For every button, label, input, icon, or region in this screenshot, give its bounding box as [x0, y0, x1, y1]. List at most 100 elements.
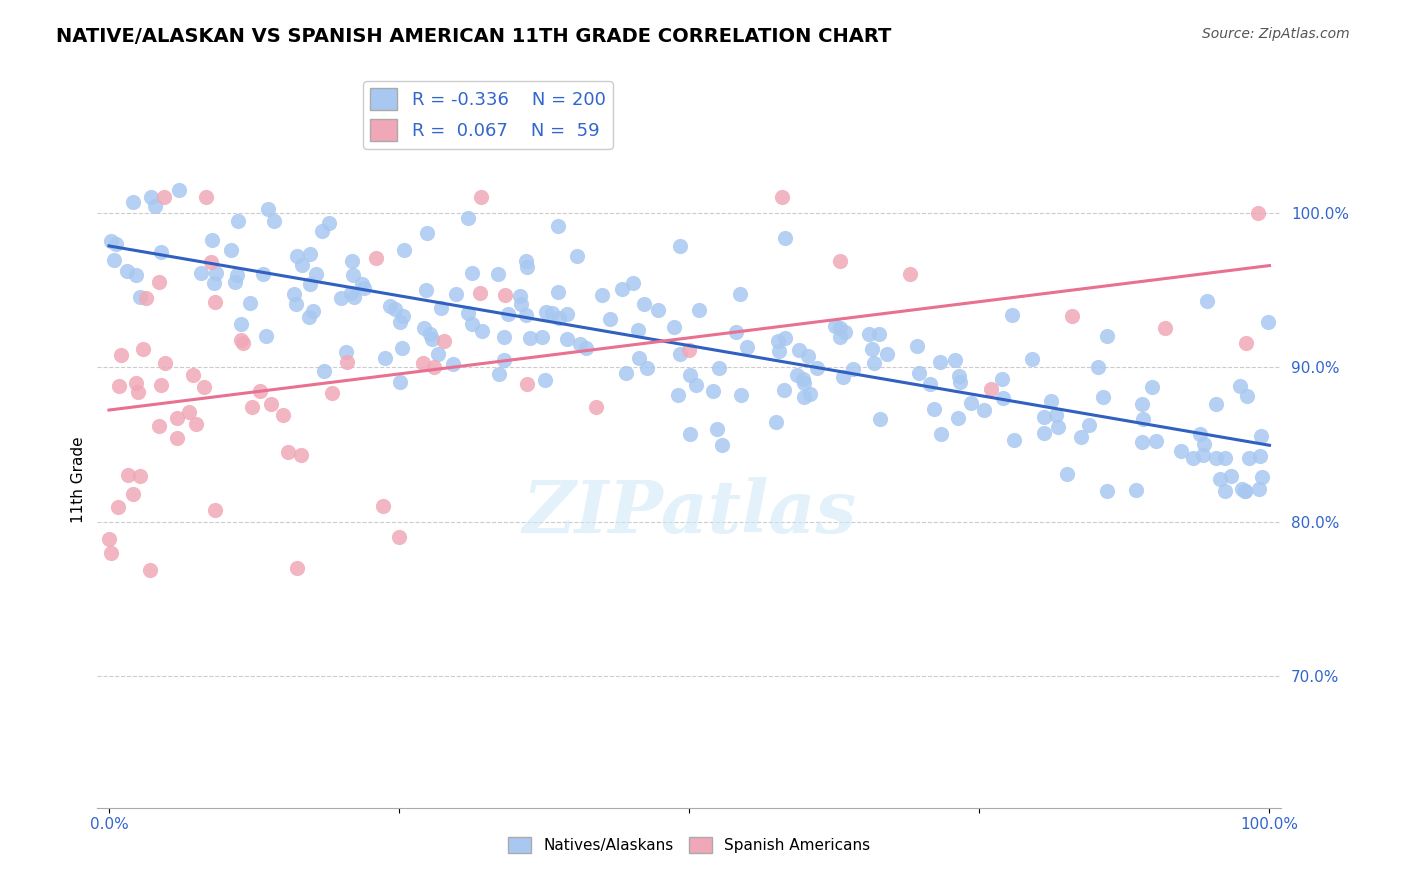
Point: [290, 448, 312, 462]
Point: [1229, 379, 1251, 393]
Point: [441, 357, 464, 371]
Point: [190, 266, 212, 280]
Point: [1170, 444, 1192, 458]
Point: [991, 392, 1014, 406]
Point: [610, 282, 633, 296]
Point: [628, 351, 651, 366]
Point: [263, 214, 285, 228]
Point: [229, 333, 252, 347]
Point: [945, 353, 967, 368]
Point: [457, 211, 479, 226]
Point: [277, 445, 299, 459]
Point: [1192, 437, 1215, 451]
Point: [830, 329, 852, 343]
Point: [256, 202, 278, 217]
Point: [240, 400, 263, 414]
Point: [145, 199, 167, 213]
Point: [773, 383, 796, 397]
Point: [125, 268, 148, 282]
Point: [831, 370, 853, 384]
Point: [948, 369, 970, 384]
Point: [115, 264, 138, 278]
Point: [181, 368, 204, 383]
Point: [842, 361, 865, 376]
Text: ZIPatlas: ZIPatlas: [522, 476, 856, 548]
Point: [614, 366, 637, 380]
Point: [516, 377, 538, 392]
Point: [135, 291, 157, 305]
Point: [1208, 472, 1230, 486]
Point: [1213, 483, 1236, 498]
Point: [1095, 329, 1118, 343]
Point: [330, 291, 353, 305]
Point: [202, 276, 225, 290]
Point: [470, 285, 492, 300]
Point: [388, 530, 411, 544]
Point: [569, 336, 592, 351]
Point: [773, 231, 796, 245]
Point: [1205, 397, 1227, 411]
Point: [1234, 336, 1257, 351]
Point: [167, 183, 190, 197]
Point: [765, 415, 787, 429]
Point: [495, 287, 517, 301]
Point: [565, 249, 588, 263]
Point: [1192, 448, 1215, 462]
Point: [336, 355, 359, 369]
Point: [148, 275, 170, 289]
Point: [922, 401, 945, 416]
Point: [374, 351, 396, 366]
Point: [627, 323, 650, 337]
Point: [299, 247, 322, 261]
Point: [830, 253, 852, 268]
Point: [710, 437, 733, 451]
Point: [555, 307, 578, 321]
Point: [548, 311, 571, 326]
Point: [1125, 483, 1147, 498]
Point: [860, 342, 883, 356]
Point: [990, 372, 1012, 386]
Point: [429, 301, 451, 315]
Point: [898, 268, 921, 282]
Point: [1092, 390, 1115, 404]
Point: [1032, 425, 1054, 440]
Point: [797, 349, 820, 363]
Point: [1232, 482, 1254, 496]
Point: [1250, 429, 1272, 443]
Point: [575, 341, 598, 355]
Point: [918, 377, 941, 392]
Point: [127, 384, 149, 399]
Point: [1130, 397, 1153, 411]
Point: [1144, 434, 1167, 448]
Point: [285, 249, 308, 263]
Point: [792, 372, 814, 386]
Point: [591, 288, 613, 302]
Point: [107, 500, 129, 514]
Point: [858, 327, 880, 342]
Point: [1197, 293, 1219, 308]
Point: [488, 367, 510, 381]
Point: [423, 359, 446, 374]
Point: [534, 305, 557, 319]
Point: [224, 275, 246, 289]
Point: [515, 254, 537, 268]
Point: [492, 329, 515, 343]
Text: Source: ZipAtlas.com: Source: ZipAtlas.com: [1202, 27, 1350, 41]
Point: [446, 286, 468, 301]
Point: [1154, 320, 1177, 334]
Point: [1039, 394, 1062, 409]
Point: [869, 412, 891, 426]
Point: [1237, 451, 1260, 466]
Point: [1062, 309, 1084, 323]
Point: [1257, 315, 1279, 329]
Point: [709, 360, 731, 375]
Point: [1181, 450, 1204, 465]
Point: [252, 267, 274, 281]
Point: [312, 364, 335, 378]
Point: [973, 402, 995, 417]
Point: [1078, 417, 1101, 432]
Point: [239, 295, 262, 310]
Point: [139, 564, 162, 578]
Point: [461, 317, 484, 331]
Point: [773, 331, 796, 345]
